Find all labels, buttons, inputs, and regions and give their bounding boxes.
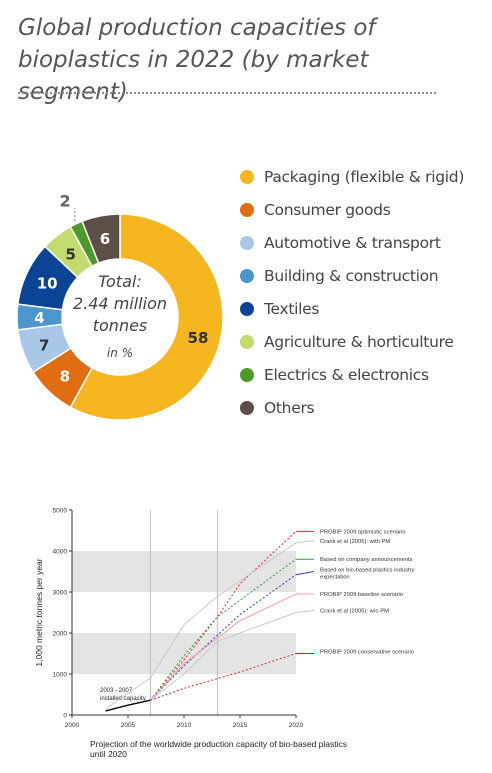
donut-value-label: 5	[65, 245, 75, 263]
legend-swatch	[240, 367, 254, 382]
legend-item: Packaging (flexible & rigid)	[240, 160, 490, 193]
legend-item: Agriculture & horticulture	[240, 325, 490, 358]
x-tick-label: 2020	[289, 722, 304, 729]
series-line-0	[105, 699, 151, 712]
donut-slice-7	[81, 213, 121, 265]
legend-label: Automotive & transport	[264, 233, 441, 252]
legend-swatch	[240, 169, 254, 184]
legend-item: Consumer goods	[240, 193, 490, 226]
series-line-5	[150, 593, 297, 701]
series-label: PROBIP 2009 conservative scenario	[320, 650, 414, 656]
donut-legend: Packaging (flexible & rigid) Consumer goo…	[240, 160, 490, 424]
legend-label: Building & construction	[264, 266, 439, 285]
x-tick-label: 2000	[65, 722, 80, 729]
legend-swatch	[240, 235, 254, 250]
y-tick-label: 5000	[53, 508, 68, 515]
series-line-3	[150, 558, 297, 701]
legend-swatch	[240, 334, 254, 349]
series-leader	[295, 540, 315, 544]
y-tick-label: 0	[63, 713, 67, 720]
x-tick-label: 2015	[233, 722, 248, 729]
series-label: PROBIP 2009 baseline scenario	[320, 592, 403, 598]
donut-value-label: 58	[188, 329, 209, 347]
legend-item: Automotive & transport	[240, 226, 490, 259]
x-tick-label: 2010	[177, 722, 192, 729]
donut-value-label: 6	[100, 230, 110, 248]
donut-center-text: Total:	[98, 272, 142, 291]
donut-slice-0	[69, 213, 224, 421]
legend-label: Agriculture & horticulture	[264, 332, 454, 351]
legend-item: Electrics & electronics	[240, 358, 490, 391]
legend-label: Packaging (flexible & rigid)	[264, 167, 465, 186]
legend-swatch	[240, 202, 254, 217]
series-line-6	[150, 612, 297, 701]
series-label: Based on bio-based plastics industry expe…	[320, 568, 415, 581]
donut-value-label: 8	[60, 368, 70, 386]
donut-value-label: 4	[34, 309, 44, 327]
donut-center-text: tonnes	[93, 316, 148, 335]
y-tick-label: 4000	[53, 549, 68, 556]
legend-item: Others	[240, 391, 490, 424]
line-chart: 0 1000 2000 3000 4000 5000 2000 2005 2010 2015 202…	[34, 508, 415, 760]
legend-swatch	[240, 268, 254, 283]
legend-item: Textiles	[240, 292, 490, 325]
donut-value-label: 10	[37, 275, 58, 293]
y-tick-label: 2000	[53, 631, 68, 638]
x-axis-label: Projection of the worldwide production c…	[90, 739, 347, 759]
legend-swatch	[240, 301, 254, 316]
donut-center-text: 2.44 million	[73, 294, 167, 313]
series-label: Based on company announcements	[320, 557, 413, 563]
series-line-4	[150, 574, 297, 701]
donut-value-label: 2	[60, 191, 71, 210]
series-leader	[295, 609, 315, 613]
series-line-7	[150, 653, 297, 701]
shaded-band	[72, 551, 296, 592]
legend-label: Electrics & electronics	[264, 365, 429, 384]
series-line-1	[150, 530, 297, 701]
donut-center-text: in %	[107, 346, 133, 360]
y-tick-label: 1000	[53, 672, 68, 679]
donut-chart: 58 87 4 10 5 2 6 Total: 2.44 million tonnes in %	[16, 191, 224, 421]
series-label: Crank et al (2005): with PM	[320, 539, 390, 545]
series-leader	[295, 571, 315, 576]
legend-item: Building & construction	[240, 259, 490, 292]
shaded-band	[72, 633, 296, 674]
legend-label: Consumer goods	[264, 200, 391, 219]
installed-capacity-annotation: 2003 - 2007 installed capacity	[100, 688, 146, 702]
series-line-2	[105, 542, 297, 710]
series-label: Crank et al (2005): w/o PM	[320, 608, 389, 614]
legend-swatch	[240, 400, 254, 415]
y-axis-label: 1,000 metric tonnes per year	[34, 558, 44, 666]
y-tick-label: 3000	[53, 590, 68, 597]
legend-label: Others	[264, 398, 315, 417]
title-divider	[18, 92, 436, 94]
legend-label: Textiles	[264, 299, 320, 318]
page-title: Global production capacities of bioplast…	[18, 15, 376, 105]
chart-axes	[71, 510, 296, 716]
series-label: PROBIP 2009 optimistic scenario	[320, 529, 406, 535]
donut-value-label: 7	[39, 336, 49, 354]
x-tick-label: 2005	[121, 722, 136, 729]
